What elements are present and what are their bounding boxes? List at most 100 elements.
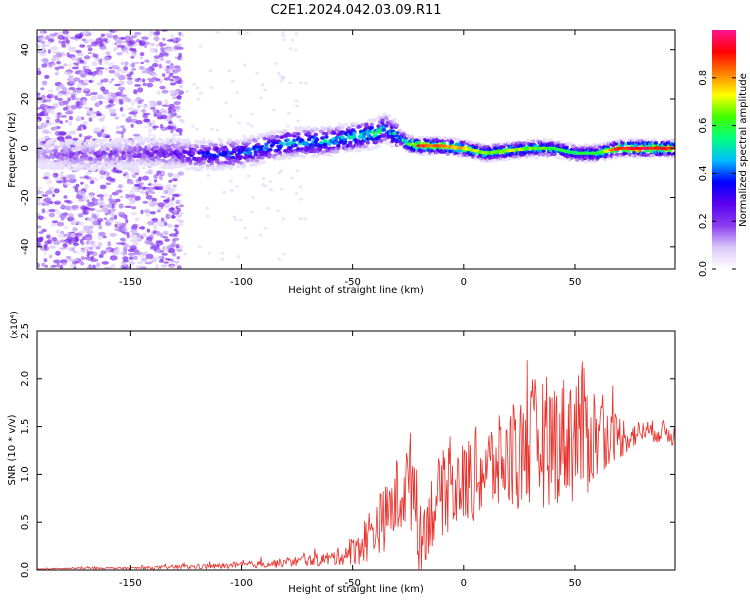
heatmap-ridge-cell (140, 141, 145, 146)
heatmap-noise-cell (175, 77, 180, 81)
heatmap-noise-cell (169, 199, 174, 202)
heatmap-noise-cell (40, 87, 45, 91)
heatmap-noise-cell (79, 124, 85, 128)
heatmap-noise-cell (63, 30, 68, 34)
heatmap-noise-cell (59, 173, 65, 179)
heatmap-ridge-cell (178, 152, 184, 156)
heatmap-ridge-cell (437, 135, 442, 140)
heatmap-ridge-cell (162, 165, 168, 170)
heatmap-ridge-cell (172, 139, 177, 143)
heatmap-noise-cell (96, 82, 104, 86)
heatmap-ridge-cell (116, 166, 121, 170)
snr-background (37, 331, 675, 570)
heatmap-noise-cell (139, 52, 145, 57)
heatmap-ridge-cell (114, 153, 120, 157)
heatmap-noise-cell (72, 245, 77, 249)
colorbar-gradient (712, 30, 736, 269)
heatmap-noise-cell (122, 173, 127, 176)
heatmap-ridge-cell (150, 156, 156, 161)
heatmap-noise-cell (258, 233, 263, 237)
heatmap-ridge-cell (58, 160, 64, 164)
heatmap-noise-cell (88, 71, 93, 75)
heatmap-noise-cell (90, 258, 99, 263)
heatmap-noise-cell (110, 264, 115, 269)
heatmap-noise-cell (42, 58, 49, 63)
heatmap-noise-cell (124, 61, 129, 66)
heatmap-noise-cell (141, 36, 149, 40)
heatmap-ridge-cell (360, 123, 365, 127)
heatmap-noise-cell (83, 175, 89, 179)
heatmap-noise-cell (147, 128, 152, 134)
heatmap-noise-cell (122, 266, 127, 269)
heatmap-noise-cell (287, 112, 291, 115)
heatmap-noise-cell (150, 242, 154, 246)
heatmap-noise-cell (107, 92, 115, 95)
heatmap-noise-cell (92, 53, 96, 58)
heatmap-noise-cell (160, 46, 165, 52)
heatmap-ridge-cell (102, 138, 108, 143)
heatmap-noise-cell (100, 79, 104, 84)
heatmap-ridge-cell (121, 137, 126, 142)
heatmap-noise-cell (120, 250, 128, 256)
heatmap-noise-cell (173, 186, 177, 192)
heatmap-ridge-cell (128, 153, 133, 158)
heatmap-ridge-cell (122, 147, 128, 152)
heatmap-noise-cell (202, 138, 206, 142)
heatmap-noise-cell (137, 238, 142, 242)
heatmap-noise-cell (91, 266, 97, 269)
heatmap-noise-cell (130, 211, 138, 216)
heatmap-noise-cell (45, 179, 53, 185)
heatmap-ridge-cell (60, 141, 65, 146)
heatmap-ridge-cell (117, 146, 122, 151)
heatmap-ridge-cell (310, 146, 316, 151)
heatmap-ridge-cell (200, 164, 205, 169)
heatmap-ridge-cell (80, 157, 85, 161)
heatmap-noise-cell (46, 234, 51, 239)
heatmap-noise-cell (149, 211, 156, 215)
heatmap-noise-cell (104, 172, 111, 176)
heatmap-noise-cell (57, 34, 65, 40)
heatmap-noise-cell (124, 205, 132, 208)
heatmap-noise-cell (150, 257, 158, 263)
heatmap-noise-cell (51, 237, 58, 242)
heatmap-noise-cell (160, 57, 164, 61)
heatmap-noise-cell (54, 177, 62, 182)
heatmap-noise-cell (100, 33, 106, 37)
heatmap-noise-cell (143, 209, 151, 214)
heatmap-noise-cell (209, 86, 214, 89)
heatmap-noise-cell (61, 41, 66, 47)
x-tick-label: -50 (344, 277, 360, 288)
heatmap-ridge-cell (337, 123, 342, 127)
heatmap-noise-cell (137, 100, 143, 105)
heatmap-noise-cell (113, 166, 117, 171)
heatmap-noise-cell (42, 129, 49, 135)
heatmap-ridge-cell (380, 121, 385, 125)
heatmap-ridge-cell (146, 136, 152, 141)
heatmap-noise-cell (237, 121, 242, 125)
heatmap-noise-cell (179, 85, 184, 88)
heatmap-noise-cell (112, 251, 120, 256)
heatmap-ridge-cell (324, 131, 329, 136)
heatmap-noise-cell (139, 56, 143, 60)
heatmap-noise-cell (140, 236, 144, 240)
heatmap-noise-cell (56, 60, 61, 65)
heatmap-noise-cell (57, 92, 64, 97)
heatmap-ridge-cell (352, 131, 357, 136)
heatmap-ridge-cell (72, 147, 77, 152)
heatmap-ridge-cell (314, 127, 320, 132)
snr-y-ticks: 0.0 0.5 1.0 1.5 2.0 2.5 (20, 323, 675, 578)
heatmap-noise-cell (128, 116, 133, 119)
heatmap-noise-cell (120, 214, 126, 218)
heatmap-noise-cell (148, 104, 154, 108)
colorbar-tick-label: 0.0 (698, 261, 709, 277)
heatmap-noise-cell (58, 65, 65, 70)
heatmap-ridge-cell (575, 158, 580, 162)
heatmap-noise-cell (63, 205, 72, 211)
heatmap-noise-cell (153, 36, 160, 42)
heatmap-noise-cell (103, 217, 107, 220)
heatmap-noise-cell (96, 262, 101, 268)
heatmap-noise-cell (236, 255, 241, 259)
heatmap-noise-cell (228, 114, 233, 117)
heatmap-ridge-cell (333, 141, 338, 145)
heatmap-noise-cell (145, 59, 150, 63)
